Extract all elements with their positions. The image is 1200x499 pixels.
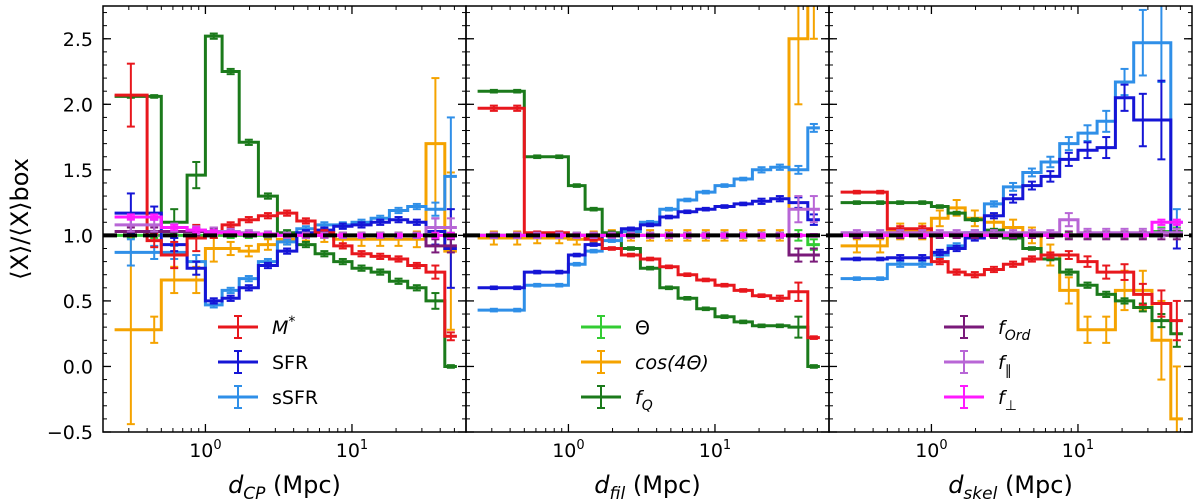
legend-label-main: f — [998, 387, 1008, 409]
legend-label-main: cos(4Θ) — [635, 352, 709, 374]
x-axis-title-base: d — [948, 471, 964, 499]
x-tick-label-exponent: 1 — [1086, 438, 1094, 453]
legend-label-main: SFR — [272, 352, 308, 374]
series-fpar-step-line — [840, 218, 1183, 235]
legend-label-subscript: ⊥ — [1005, 398, 1017, 414]
legend-label: f∥ — [998, 352, 1012, 379]
legend-label-subscript: Ord — [1005, 328, 1031, 344]
legend-label-main: f — [998, 317, 1008, 339]
y-tick-label: 1.0 — [63, 225, 93, 247]
x-tick-label-exponent: 1 — [360, 438, 368, 453]
x-tick-label: 100 — [915, 438, 947, 462]
legend-label: f⊥ — [998, 387, 1017, 414]
y-tick-label: −0.5 — [47, 422, 93, 444]
legend-label-main: f — [635, 387, 645, 409]
legend-label-superscript: * — [288, 314, 295, 330]
panel-1-x-axis-title: dCP (Mpc) — [228, 471, 341, 499]
x-axis-title-base: d — [228, 471, 244, 499]
legend-entry-fperp: f⊥ — [944, 385, 1017, 414]
legend-label: cos(4Θ) — [635, 352, 709, 374]
x-axis-title-unit: (Mpc) — [625, 471, 701, 499]
y-tick-label: 1.5 — [63, 160, 93, 182]
x-axis-title-subscript: fil — [610, 484, 626, 499]
series-sfr-step-line — [477, 197, 820, 290]
x-tick-label-exponent: 0 — [576, 438, 584, 453]
x-tick-label: 100 — [189, 438, 221, 462]
y-tick-label: 2.0 — [63, 94, 93, 116]
legend-label: sSFR — [272, 387, 318, 409]
legend-entry-mstar: M* — [218, 314, 295, 339]
x-tick-label-base: 10 — [1062, 440, 1086, 462]
x-tick-label-exponent: 1 — [723, 438, 731, 453]
series-mstar-step-line — [114, 93, 457, 338]
x-tick-label: 101 — [699, 438, 731, 462]
legend-label-main: Θ — [635, 317, 650, 339]
x-tick-label-base: 10 — [189, 440, 213, 462]
x-tick-label-base: 10 — [699, 440, 723, 462]
legend-entry-cos4theta: cos(4Θ) — [581, 350, 709, 374]
legend-entry-ford: fOrd — [944, 315, 1030, 344]
legend-entry-fpar: f∥ — [944, 350, 1012, 379]
x-axis-title-unit: (Mpc) — [265, 471, 341, 499]
series-fq-step-line — [840, 201, 1183, 336]
x-tick-label-base: 10 — [336, 440, 360, 462]
legend-label: SFR — [272, 352, 308, 374]
legend-label: Θ — [635, 317, 650, 339]
x-axis-title-base: d — [594, 471, 610, 499]
series-cos4theta-step-line — [477, 6, 810, 241]
legend-entry-sfr: SFR — [218, 350, 308, 374]
x-axis-title-subscript: CP — [243, 484, 266, 499]
series-ssfr-step-line — [840, 41, 1183, 281]
series-sfr-step-line — [114, 211, 457, 303]
legend-label-main: M — [272, 317, 288, 339]
legend-label-subscript: ∥ — [1005, 363, 1012, 379]
x-tick-label-exponent: 0 — [213, 438, 221, 453]
panel-2-series — [477, 6, 820, 369]
series-fq-step-line — [477, 89, 820, 368]
y-tick-label: 0.5 — [63, 291, 93, 313]
legend-label-main: f — [998, 352, 1008, 374]
legend-entry-theta: Θ — [581, 315, 650, 339]
legend-label-subscript: Q — [642, 398, 653, 414]
y-axis-title: ⟨X⟩/⟨X⟩box — [6, 158, 34, 280]
x-tick-label: 101 — [336, 438, 368, 462]
y-tick-label: 0.0 — [63, 356, 93, 378]
x-tick-label-base: 10 — [552, 440, 576, 462]
y-tick-label: 2.5 — [63, 29, 93, 51]
panel-3-x-axis-title: dskel (Mpc) — [948, 471, 1073, 499]
x-axis-title-subscript: skel — [963, 484, 997, 499]
x-tick-label: 101 — [1062, 438, 1094, 462]
panel-3-frame — [828, 5, 1193, 433]
legend-label: fQ — [635, 387, 653, 414]
legend-label-main: sSFR — [272, 387, 318, 409]
legend-label: M* — [272, 314, 295, 339]
x-axis-title-unit: (Mpc) — [997, 471, 1073, 499]
x-tick-label: 100 — [552, 438, 584, 462]
legend-label: fOrd — [998, 317, 1030, 344]
panel-2-x-axis-title: dfil (Mpc) — [594, 471, 700, 499]
x-tick-label-exponent: 0 — [939, 438, 947, 453]
x-tick-label-base: 10 — [915, 440, 939, 462]
legend-entry-fq: fQ — [581, 385, 653, 414]
legend-entry-ssfr: sSFR — [218, 385, 318, 409]
